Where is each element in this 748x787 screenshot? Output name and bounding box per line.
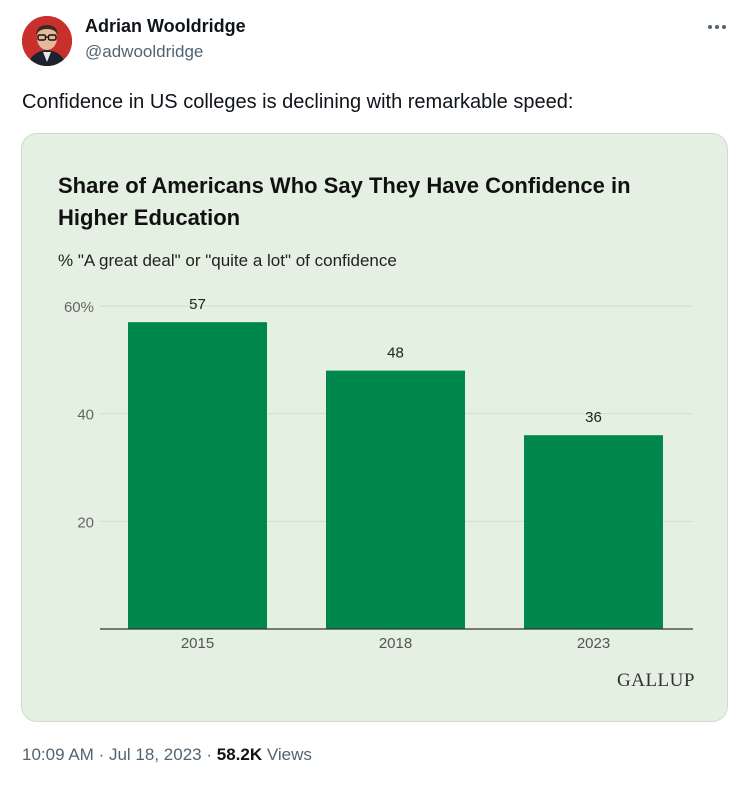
author-name[interactable]: Adrian Wooldridge [85,16,246,36]
bar-chart: 20 40 60% 57 2015 48 2018 36 2023 [64,296,693,652]
y-tick-label: 60% [64,299,94,316]
author-handle[interactable]: @adwooldridge [85,42,204,61]
tweet-text: Confidence in US colleges is declining w… [22,91,574,113]
x-tick-label: 2018 [379,635,412,652]
more-horizontal-icon [722,25,726,29]
more-horizontal-icon [708,25,712,29]
chart-subtitle: % "A great deal" or "quite a lot" of con… [58,251,397,270]
avatar-image [22,16,72,66]
gallup-logo: GALLUP [617,670,695,691]
tweet-meta: 10:09 AM · Jul 18, 2023 · 58.2K Views [22,745,312,765]
y-tick-label: 40 [77,407,94,424]
more-options-button[interactable] [700,16,734,38]
chart-title: Share of Americans Who Say They Have Con… [58,173,631,230]
media-card[interactable]: Share of Americans Who Say They Have Con… [21,133,728,722]
bar-2018 [326,370,465,629]
bar-2023 [524,435,663,629]
avatar[interactable] [22,16,72,66]
x-tick-label: 2023 [577,635,610,652]
x-tick-label: 2015 [181,635,214,652]
views-count: 58.2K [216,745,263,764]
tweet-date[interactable]: Jul 18, 2023 [108,745,202,764]
bar-2015 [128,322,267,629]
y-tick-label: 20 [77,514,94,531]
views-label: Views [266,745,312,764]
data-label: 36 [585,409,602,426]
data-label: 48 [387,345,404,362]
data-label: 57 [189,296,206,313]
tweet-time[interactable]: 10:09 AM [22,745,94,764]
meta-separator: · [206,745,213,764]
more-horizontal-icon [715,25,719,29]
meta-separator: · [98,745,105,764]
